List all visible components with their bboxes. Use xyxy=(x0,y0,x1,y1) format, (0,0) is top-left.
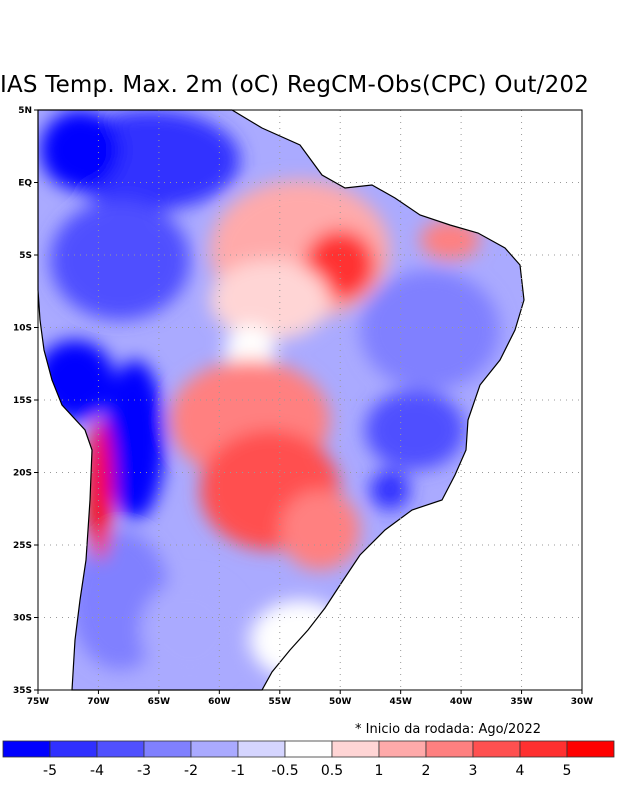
colorbar-label: 2 xyxy=(422,763,431,779)
colorbar-swatch xyxy=(284,740,333,758)
lat-label: 20S xyxy=(13,469,32,479)
lat-label: 15S xyxy=(13,396,32,406)
graticule xyxy=(38,110,582,690)
lon-label: 45W xyxy=(389,697,412,707)
lon-label: 75W xyxy=(27,697,50,707)
lat-label: 10S xyxy=(13,324,32,334)
colorbar-label: 0.5 xyxy=(321,763,343,779)
colorbar-swatch xyxy=(566,740,615,758)
colorbar-swatch xyxy=(378,740,427,758)
colorbar-label: -1 xyxy=(231,763,245,779)
colorbar-label: 5 xyxy=(563,763,572,779)
colorbar-label: -3 xyxy=(137,763,151,779)
lat-label: 35S xyxy=(13,686,32,696)
lon-label: 50W xyxy=(329,697,352,707)
lat-label: 5S xyxy=(19,251,32,261)
colorbar-label: -4 xyxy=(90,763,104,779)
lon-label: 40W xyxy=(450,697,473,707)
lon-label: 70W xyxy=(87,697,110,707)
lat-label: 5N xyxy=(18,106,32,116)
colorbar-swatch xyxy=(331,740,380,758)
run-start-note: * Inicio da rodada: Ago/2022 xyxy=(355,722,542,737)
colorbar-swatch xyxy=(472,740,521,758)
colorbar-swatch xyxy=(190,740,239,758)
plot-title: IAS Temp. Max. 2m (oC) RegCM-Obs(CPC) Ou… xyxy=(0,72,590,98)
lon-label: 30W xyxy=(571,697,594,707)
lat-label: 25S xyxy=(13,541,32,551)
colorbar-swatch xyxy=(2,740,51,758)
lat-label: 30S xyxy=(13,614,32,624)
lon-label: 60W xyxy=(208,697,231,707)
lon-label: 55W xyxy=(269,697,292,707)
colorbar-label: 1 xyxy=(375,763,384,779)
colorbar-label: 4 xyxy=(516,763,525,779)
lon-label: 35W xyxy=(510,697,533,707)
lon-label: 65W xyxy=(148,697,171,707)
colorbar-swatch xyxy=(49,740,98,758)
colorbar-label: -2 xyxy=(184,763,198,779)
colorbar-label: -5 xyxy=(43,763,57,779)
colorbar-swatch xyxy=(425,740,474,758)
lat-label: EQ xyxy=(18,179,32,189)
colorbar: -5 -4 -3 -2 -1 -0.5 0.5 1 2 3 4 5 xyxy=(2,740,615,779)
colorbar-label: 3 xyxy=(469,763,478,779)
colorbar-swatch xyxy=(237,740,286,758)
colorbar-swatch xyxy=(519,740,568,758)
colorbar-swatch xyxy=(143,740,192,758)
colorbar-swatch xyxy=(96,740,145,758)
colorbar-label: -0.5 xyxy=(271,763,298,779)
